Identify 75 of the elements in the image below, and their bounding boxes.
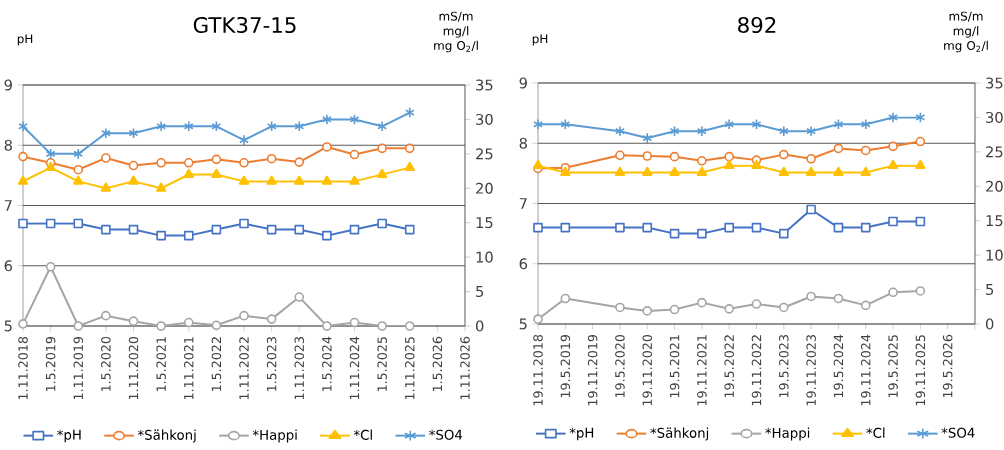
legend-label: *SO4 — [429, 429, 463, 440]
x-tick-label: 19.5.2021 — [669, 335, 680, 398]
x-tick-label: 19.5.2024 — [833, 334, 844, 398]
y-tick-label: 9 — [519, 77, 527, 89]
y-tick-label: 6 — [519, 258, 528, 270]
x-tick-label: 1.11.2025 — [404, 337, 415, 400]
x-tick-label: 19.5.2020 — [615, 334, 625, 398]
x-tick-label: 19.11.2025 — [915, 335, 926, 406]
x-tick-label: 1.5.2019 — [45, 336, 56, 392]
y-axis-title: pH — [532, 34, 548, 46]
y-tick-label: 6 — [4, 260, 13, 272]
x-tick-label: 1.11.2026 — [460, 336, 470, 400]
y2-tick-label: 5 — [986, 284, 994, 296]
y2-tick-label: 30 — [476, 113, 493, 125]
x-tick-label: 19.11.2021 — [697, 335, 707, 406]
chart-title: GTK37-15 — [193, 16, 296, 34]
legend-label: *pH — [569, 427, 594, 441]
y2-tick-label: 0 — [476, 320, 484, 332]
y2-tick-label: 35 — [986, 77, 1003, 89]
x-tick-label: 1.5.2020 — [101, 336, 111, 392]
legend-label: *pH — [57, 429, 81, 443]
y2-tick-label: 25 — [476, 148, 493, 160]
legend-label: *Sähkonj — [137, 429, 196, 443]
y-tick-label: 7 — [4, 200, 12, 211]
y-tick-label: 8 — [4, 139, 12, 151]
y2-axis-title: mS/m mg/l mg O$_{2}$/l — [434, 11, 478, 53]
y2-tick-label: 15 — [476, 217, 493, 229]
y-tick-label: 7 — [519, 198, 527, 209]
x-tick-label: 19.5.2026 — [942, 334, 953, 398]
legend-label: *Sähkonj — [650, 427, 709, 441]
legend-label: *Happi — [252, 429, 297, 443]
y2-tick-label: 20 — [476, 182, 493, 194]
x-tick-label: 19.11.2022 — [751, 335, 762, 406]
y-axis-title: pH — [17, 34, 33, 46]
y2-tick-label: 5 — [476, 286, 484, 298]
y2-axis-title: mS/m mg/l mg O$_{2}$/l — [944, 11, 988, 53]
y-tick-label: 8 — [519, 137, 527, 149]
x-tick-label: 19.5.2025 — [888, 335, 898, 398]
x-tick-label: 19.5.2022 — [724, 335, 734, 398]
x-tick-label: 19.11.2024 — [860, 334, 871, 406]
y2-tick-label: 10 — [476, 251, 493, 263]
y2-tick-label: 10 — [986, 249, 1003, 261]
y-tick-label: 9 — [4, 79, 12, 91]
y2-tick-label: 30 — [986, 111, 1003, 123]
x-tick-label: 1.5.2023 — [266, 337, 277, 392]
x-tick-label: 19.11.2023 — [806, 335, 816, 406]
y2-tick-label: 35 — [476, 79, 493, 91]
legend-label: *Happi — [765, 427, 810, 441]
chart-title: 892 — [738, 16, 776, 34]
y-tick-label: 5 — [4, 320, 12, 332]
legend-label: *SO4 — [941, 427, 975, 438]
y2-tick-label: 25 — [986, 146, 1003, 158]
x-tick-label: 19.11.2019 — [587, 334, 598, 406]
x-tick-label: 1.11.2021 — [183, 337, 194, 400]
y2-tick-label: 20 — [986, 180, 1003, 192]
x-tick-label: 1.5.2021 — [156, 337, 166, 392]
x-tick-label: 1.11.2019 — [73, 336, 84, 400]
x-tick-label: 19.5.2023 — [779, 335, 789, 398]
x-tick-label: 1.11.2022 — [239, 337, 249, 400]
x-tick-label: 19.5.2019 — [560, 334, 571, 398]
x-tick-label: 1.5.2022 — [211, 337, 222, 392]
x-tick-label: 19.11.2020 — [642, 334, 653, 406]
y-tick-label: 5 — [519, 318, 527, 330]
legend-label: *Cl — [866, 427, 885, 438]
x-tick-label: 1.11.2020 — [128, 336, 139, 400]
x-tick-label: 1.11.2018 — [18, 336, 28, 400]
x-tick-label: 1.11.2024 — [349, 336, 360, 400]
x-tick-label: 1.5.2025 — [377, 337, 387, 392]
y2-tick-label: 15 — [986, 215, 1003, 227]
y2-tick-label: 0 — [985, 318, 994, 330]
legend-label: *Cl — [353, 429, 372, 440]
x-tick-label: 1.11.2023 — [294, 337, 305, 400]
x-tick-label: 1.5.2024 — [322, 336, 332, 392]
x-tick-label: 19.11.2018 — [533, 334, 543, 406]
x-tick-label: 1.5.2026 — [432, 336, 443, 392]
